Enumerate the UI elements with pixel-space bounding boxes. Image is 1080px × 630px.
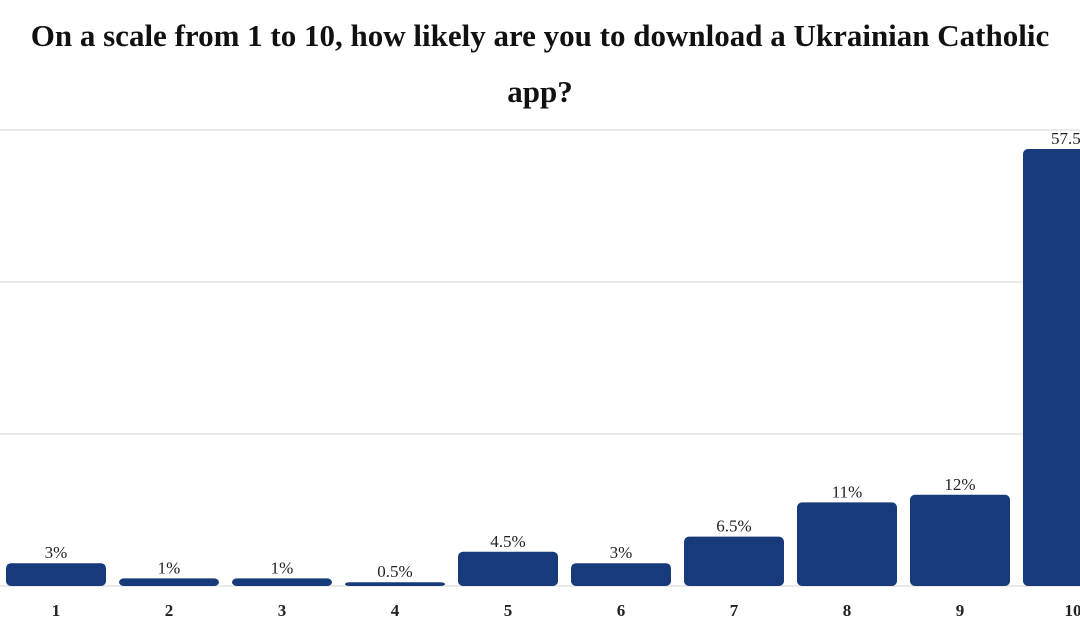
x-tick-label: 4 bbox=[391, 601, 400, 620]
bar bbox=[910, 494, 1010, 586]
x-tick-label: 7 bbox=[730, 601, 739, 620]
bar bbox=[684, 536, 784, 586]
x-tick-label: 5 bbox=[504, 601, 513, 620]
value-label: 3% bbox=[45, 543, 68, 562]
value-label: 0.5% bbox=[377, 562, 412, 581]
x-tick-label: 2 bbox=[165, 601, 174, 620]
x-tick-label: 9 bbox=[956, 601, 965, 620]
x-tick-label: 10 bbox=[1065, 601, 1080, 620]
value-label: 6.5% bbox=[716, 517, 751, 536]
value-label: 1% bbox=[158, 558, 181, 577]
x-tick-label: 8 bbox=[843, 601, 852, 620]
value-label: 12% bbox=[944, 475, 975, 494]
bar bbox=[1023, 149, 1080, 586]
bar bbox=[6, 563, 106, 586]
bar bbox=[119, 578, 219, 586]
x-tick-label: 3 bbox=[278, 601, 287, 620]
x-tick-label: 6 bbox=[617, 601, 626, 620]
bar bbox=[571, 563, 671, 586]
bar bbox=[458, 551, 558, 586]
bar bbox=[232, 578, 332, 586]
value-label: 11% bbox=[832, 482, 863, 501]
value-label: 57.5% bbox=[1051, 129, 1080, 148]
value-label: 3% bbox=[610, 543, 633, 562]
chart-title: On a scale from 1 to 10, how likely are … bbox=[30, 18, 1050, 109]
value-label: 1% bbox=[271, 558, 294, 577]
value-label: 4.5% bbox=[490, 532, 525, 551]
x-tick-label: 1 bbox=[52, 601, 61, 620]
bar bbox=[345, 582, 445, 586]
bar bbox=[797, 502, 897, 586]
